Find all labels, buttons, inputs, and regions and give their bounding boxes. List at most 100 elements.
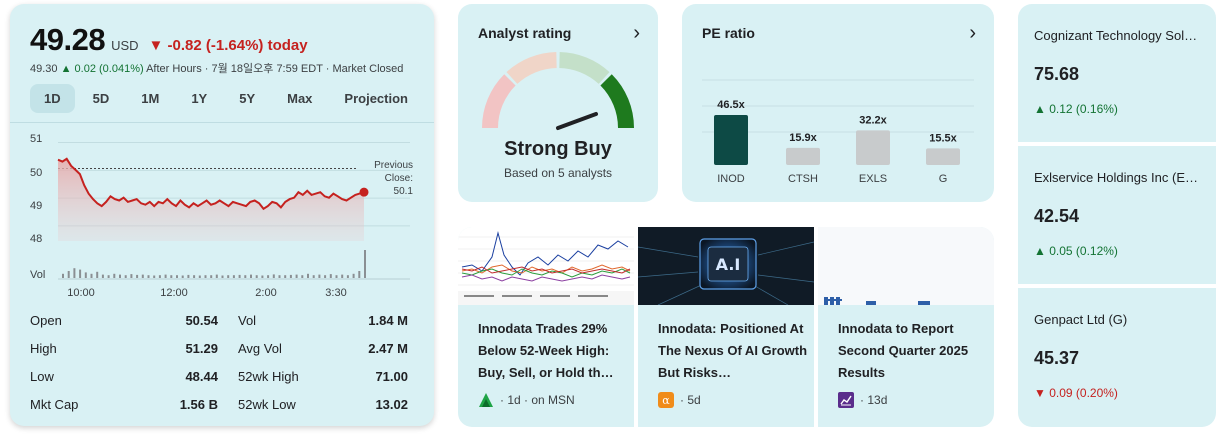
chart-square-icon <box>838 392 854 408</box>
compare-company-name: Exlservice Holdings Inc (EX… <box>1034 170 1204 185</box>
news-meta: α · 5d <box>658 392 701 408</box>
volume-bar <box>84 272 87 278</box>
stat-value: 48.44 <box>185 368 218 384</box>
news-headline[interactable]: Innodata to Report Second Quarter 2025 R… <box>838 321 969 380</box>
volume-bar <box>90 273 93 278</box>
range-tab-5y[interactable]: 5Y <box>239 91 256 106</box>
stat-label: High <box>30 340 57 356</box>
compare-change: ▲ 0.05 (0.12%) <box>1034 244 1118 258</box>
volume-bar <box>232 275 235 278</box>
gauge-needle <box>556 112 598 130</box>
stat-label: 52wk High <box>238 368 299 384</box>
price-area <box>58 158 364 241</box>
seeking-alpha-icon: α <box>658 392 674 408</box>
volume-bar <box>147 275 150 278</box>
news-age: · 5d <box>680 393 701 407</box>
volume-bar <box>221 275 224 278</box>
analyst-rating-title: Analyst rating <box>478 25 572 41</box>
news-headline[interactable]: Innodata Trades 29% Below 52-Week High: … <box>478 321 614 380</box>
y-tick-49: 49 <box>30 200 42 212</box>
volume-bar <box>67 271 70 278</box>
chevron-right-icon[interactable]: › <box>633 22 640 44</box>
compare-change: ▲ 0.12 (0.16%) <box>1034 102 1118 116</box>
volume-bar <box>181 275 184 278</box>
pe-ticker-label: EXLS <box>859 173 887 185</box>
range-tab-1m[interactable]: 1M <box>141 91 160 106</box>
x-tick-1200: 12:00 <box>160 287 188 299</box>
compare-card-g[interactable]: Genpact Ltd (G) 45.37 ▼ 0.09 (0.20%) <box>1018 288 1216 427</box>
price-line <box>57 157 365 211</box>
range-tab-max[interactable]: Max <box>287 91 313 106</box>
gauge-segment-strong-buy <box>600 74 634 129</box>
volume-bar <box>187 274 190 278</box>
volume-bar <box>79 269 82 278</box>
x-tick-1000: 10:00 <box>67 287 95 299</box>
news-card[interactable]: Innodata Trades 29% Below 52-Week High: … <box>458 227 634 427</box>
volume-bar <box>335 275 338 278</box>
news-thumbnail-company-logo <box>818 227 994 305</box>
stat-row: Mkt Cap 1.56 B 52wk Low 13.02 <box>30 390 418 418</box>
msn-triangle-icon <box>479 393 493 407</box>
analyst-rating-card[interactable]: Analyst rating › Strong Buy Based on 5 a… <box>458 4 658 202</box>
stat-value: 50.54 <box>185 312 218 328</box>
news-card[interactable]: A.I Innodata: Positioned At The Nexus Of… <box>638 227 814 427</box>
pe-bar-chart: 46.5x INOD 15.9x CTSH 32.2x EXLS 15.5x G <box>702 79 974 185</box>
rating-gauge <box>482 52 634 130</box>
chevron-right-icon[interactable]: › <box>969 22 976 44</box>
news-age: · 13d <box>860 393 888 407</box>
y-tick-48: 48 <box>30 233 42 245</box>
analyst-rating-value: Strong Buy <box>504 138 612 160</box>
volume-bar <box>341 274 344 278</box>
volume-bar <box>295 274 298 278</box>
range-tab-1y[interactable]: 1Y <box>191 91 208 106</box>
volume-bar <box>62 273 64 278</box>
stat-label: Open <box>30 312 62 328</box>
last-price-dot <box>359 187 369 197</box>
news-headline[interactable]: Innodata: Positioned At The Nexus Of AI … <box>658 321 808 380</box>
svg-text:α: α <box>662 394 670 407</box>
volume-bar <box>101 274 104 278</box>
volume-bars <box>62 250 366 278</box>
volume-bar <box>250 274 252 278</box>
vol-label: Vol <box>30 269 45 281</box>
stat-value: 1.84 M <box>368 312 408 328</box>
volume-bar <box>267 275 270 278</box>
stat-label: 52wk Low <box>238 396 296 412</box>
y-tick-51: 51 <box>30 133 42 145</box>
pe-bar-ctsh <box>786 147 820 165</box>
stat-value: 1.56 B <box>179 396 218 412</box>
pe-value-label: 15.5x <box>929 132 957 144</box>
y-tick-50: 50 <box>30 167 42 179</box>
volume-bar <box>170 275 173 278</box>
volume-bar <box>329 274 332 278</box>
volume-bar <box>352 273 355 278</box>
currency-label: USD <box>111 38 139 53</box>
volume-bar <box>193 275 196 278</box>
volume-bar <box>244 275 247 278</box>
news-card[interactable]: Innodata to Report Second Quarter 2025 R… <box>818 227 994 427</box>
range-tab-projection[interactable]: Projection <box>344 91 408 106</box>
today-change: ▼ -0.82 (-1.64%) today <box>148 37 308 54</box>
volume-bar <box>73 268 76 278</box>
volume-bar <box>198 275 201 278</box>
volume-bar <box>124 275 127 278</box>
compare-change: ▼ 0.09 (0.20%) <box>1034 386 1118 400</box>
compare-price: 42.54 <box>1034 206 1080 226</box>
compare-card-exls[interactable]: Exlservice Holdings Inc (EX… 42.54 ▲ 0.0… <box>1018 146 1216 284</box>
after-hours-change: ▲ 0.02 (0.041%) <box>60 63 144 75</box>
previous-close-label: Previous <box>374 160 413 171</box>
divider <box>10 122 434 123</box>
pe-ratio-card[interactable]: PE ratio › 46.5x INOD 15.9x CTSH 32.2x EXLS 15… <box>682 4 994 202</box>
range-tab-5d[interactable]: 5D <box>92 91 110 106</box>
key-stats: Open 50.54 Vol 1.84 M High 51.29 Avg Vol… <box>30 306 418 418</box>
price-chart[interactable]: 51 50 49 48 Previous Close: 50.1 Vol 10:… <box>10 126 434 302</box>
pe-ticker-label: INOD <box>717 173 745 185</box>
volume-bar <box>272 274 275 278</box>
x-tick-200: 2:00 <box>255 287 276 299</box>
compare-card-ctsh[interactable]: Cognizant Technology Solu… 75.68 ▲ 0.12 … <box>1018 4 1216 142</box>
stat-value: 13.02 <box>375 396 408 412</box>
news-meta: · 13d <box>838 392 887 408</box>
gauge-segment-sell <box>482 74 516 129</box>
stat-label: Low <box>30 368 54 384</box>
range-tab-1d[interactable]: 1D <box>30 84 75 113</box>
